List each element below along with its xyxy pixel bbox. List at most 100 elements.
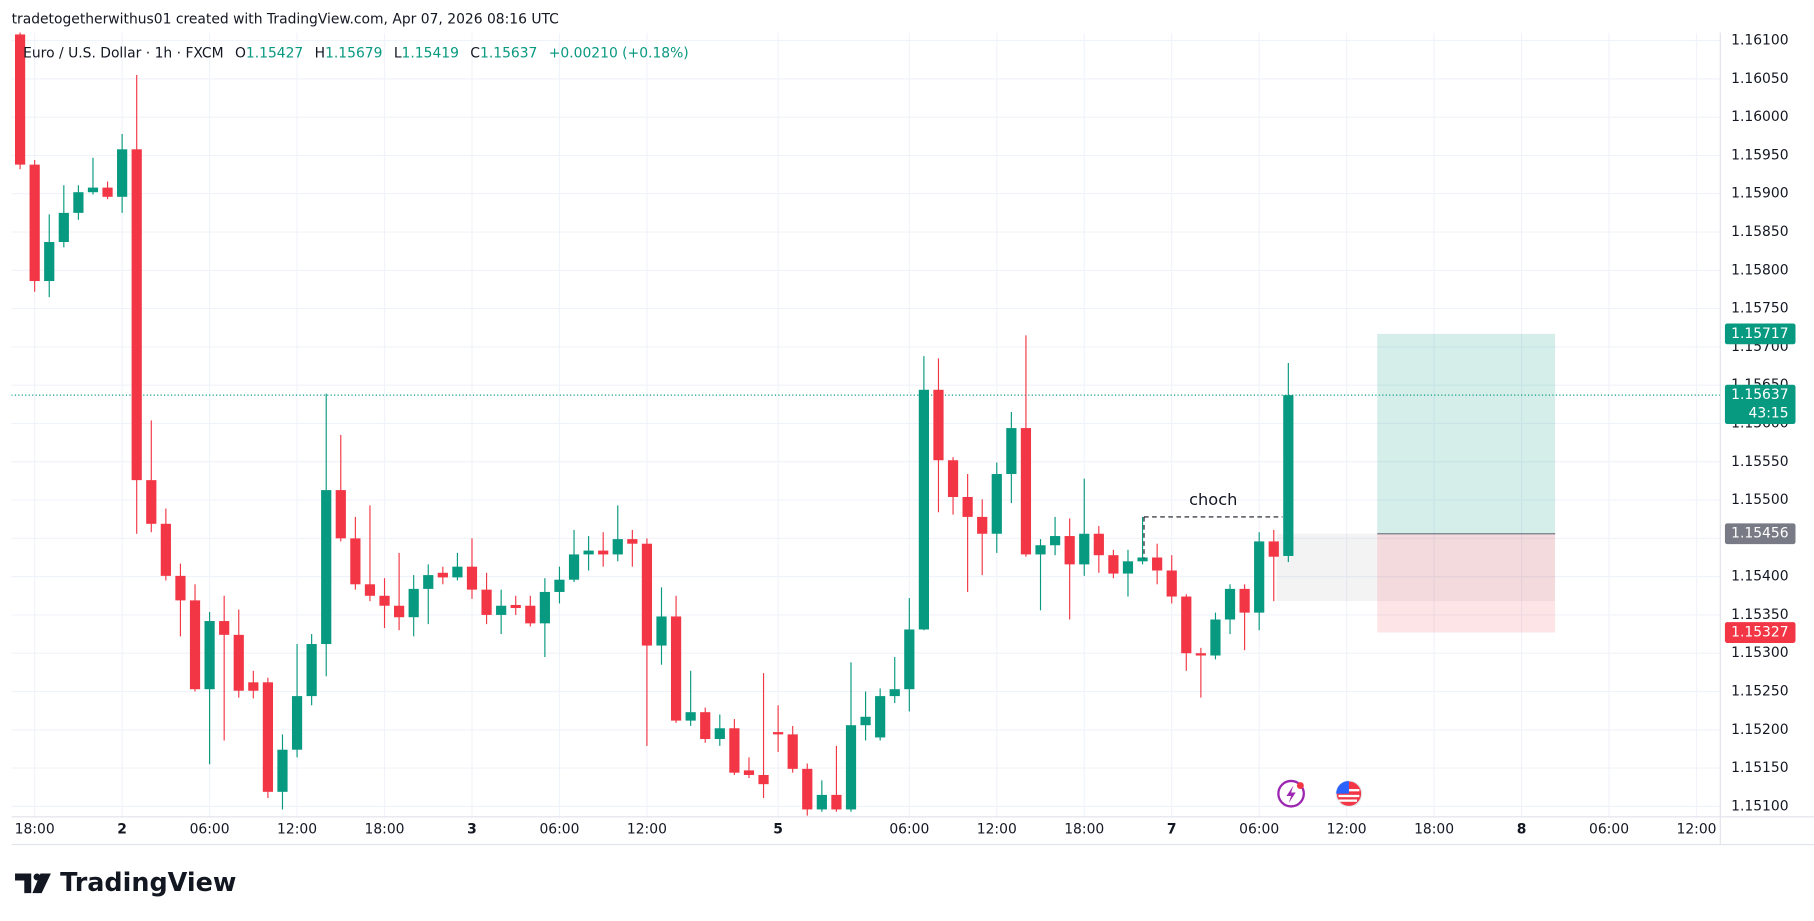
legend-key: H bbox=[315, 45, 325, 61]
candle-body bbox=[875, 696, 886, 738]
candle-body bbox=[1239, 588, 1250, 613]
candle-body bbox=[117, 149, 128, 197]
x-tick-label: 3 bbox=[467, 822, 477, 838]
candle-body bbox=[991, 474, 1002, 534]
candle-body bbox=[889, 689, 900, 697]
legend-high: 1.15679 bbox=[325, 45, 382, 61]
candle-body bbox=[743, 770, 755, 775]
candle-body bbox=[496, 605, 507, 615]
price-tag bbox=[1724, 323, 1796, 345]
x-tick-label: 18:00 bbox=[15, 822, 55, 838]
candle-body bbox=[306, 644, 317, 697]
candle-body bbox=[700, 712, 711, 739]
candle-body bbox=[860, 716, 871, 726]
x-tick-label: 18:00 bbox=[1064, 822, 1104, 838]
price-tag-label: 1.15327 bbox=[1731, 625, 1788, 641]
x-tick-label: 8 bbox=[1517, 822, 1527, 838]
candle-body bbox=[1079, 533, 1090, 565]
candle-body bbox=[1137, 557, 1148, 562]
candle-body bbox=[160, 523, 171, 576]
candle-body bbox=[233, 634, 244, 691]
candle-body bbox=[481, 589, 492, 615]
axes: 1.15100 1.15150 1.15200 1.15250 1.15300 1.153… bbox=[15, 33, 1796, 838]
candle-body bbox=[802, 768, 813, 810]
price-tag bbox=[1724, 622, 1796, 643]
symbol-title: Euro / U.S. Dollar · 1h · FXCM bbox=[23, 45, 223, 61]
x-tick-label: 5 bbox=[773, 822, 783, 838]
price-tag bbox=[1724, 523, 1796, 545]
x-tick-label: 06:00 bbox=[539, 822, 579, 838]
candle-body bbox=[350, 538, 361, 585]
candle-body bbox=[437, 572, 448, 578]
tradingview-logo: TradingView bbox=[15, 868, 236, 898]
y-tick-label: 1.15400 bbox=[1731, 569, 1788, 585]
price-tag-label: 1.15717 bbox=[1731, 326, 1788, 342]
y-tick-label: 1.16000 bbox=[1731, 109, 1788, 125]
header: tradetogetherwithus01 created with Tradi… bbox=[12, 12, 559, 28]
candle-body bbox=[1181, 596, 1192, 654]
candle-body bbox=[583, 550, 594, 555]
candle-body bbox=[656, 616, 667, 646]
candle-body bbox=[175, 575, 186, 601]
candle-body bbox=[539, 591, 550, 624]
legend-key: C bbox=[470, 45, 480, 61]
candle-body bbox=[773, 732, 784, 735]
x-tick-label: 7 bbox=[1167, 822, 1177, 838]
candle-body bbox=[146, 480, 157, 524]
y-tick-label: 1.15250 bbox=[1731, 684, 1788, 700]
y-tick-label: 1.15150 bbox=[1731, 760, 1788, 776]
legend-key: O bbox=[235, 45, 246, 61]
candle-body bbox=[554, 579, 565, 592]
candle-body bbox=[189, 600, 201, 690]
candle-body bbox=[131, 149, 142, 481]
legend-close: 1.15637 bbox=[480, 45, 537, 61]
candle-body bbox=[758, 774, 769, 785]
candle-body bbox=[1064, 536, 1075, 565]
candle-body bbox=[1166, 570, 1177, 597]
y-tick-label: 1.15750 bbox=[1731, 301, 1788, 317]
candle-body bbox=[248, 682, 259, 691]
legend-change: +0.00210 (+0.18%) bbox=[549, 45, 689, 61]
candle-body bbox=[393, 605, 405, 618]
x-tick-label: 12:00 bbox=[277, 822, 317, 838]
plot: choch bbox=[11, 32, 1720, 816]
y-tick-label: 1.15200 bbox=[1731, 722, 1788, 738]
x-tick-label: 18:00 bbox=[365, 822, 405, 838]
candle-body bbox=[904, 629, 915, 690]
candle-body bbox=[568, 554, 580, 580]
candle-body bbox=[1254, 541, 1265, 613]
candle-body bbox=[204, 621, 215, 690]
candle-body bbox=[845, 725, 857, 810]
x-tick-label: 12:00 bbox=[627, 822, 667, 838]
candle-body bbox=[1093, 533, 1104, 556]
candle-body bbox=[670, 616, 682, 721]
candle-body bbox=[102, 187, 113, 197]
icon-us-flag[interactable] bbox=[1335, 780, 1363, 807]
candle-body bbox=[423, 575, 434, 589]
candle-body bbox=[933, 389, 944, 461]
x-tick-label: 06:00 bbox=[190, 822, 230, 838]
y-tick-label: 1.15100 bbox=[1731, 798, 1788, 814]
candle-body bbox=[1224, 588, 1236, 620]
icon-lightning[interactable] bbox=[1277, 779, 1305, 808]
legend-low: 1.15419 bbox=[402, 45, 459, 61]
x-tick-label: 12:00 bbox=[977, 822, 1017, 838]
y-tick-label: 1.16050 bbox=[1731, 71, 1788, 87]
y-tick-label: 1.15500 bbox=[1731, 492, 1788, 508]
candle-body bbox=[335, 490, 346, 539]
y-tick-label: 1.15550 bbox=[1731, 454, 1788, 470]
candle-body bbox=[277, 749, 288, 792]
candle-body bbox=[58, 212, 69, 242]
candle-body bbox=[612, 539, 623, 555]
candle-body bbox=[1020, 428, 1032, 555]
candle-body bbox=[1210, 619, 1221, 656]
loss-zone bbox=[1377, 533, 1556, 633]
y-tick-label: 1.15300 bbox=[1731, 645, 1788, 661]
candle-body bbox=[831, 794, 842, 810]
candle-body bbox=[598, 550, 609, 555]
candle-body bbox=[918, 389, 929, 630]
candle-body bbox=[452, 566, 463, 578]
candle-body bbox=[73, 192, 84, 213]
